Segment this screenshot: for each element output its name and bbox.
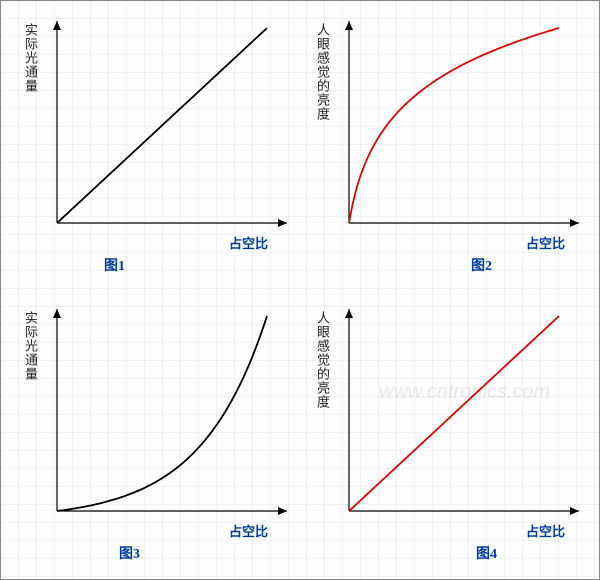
chart-2: 人眼感觉的亮度 占空比 图2 (311, 13, 591, 273)
chart-4: 人眼感觉的亮度 占空比 图4 (311, 301, 591, 561)
x-axis-label: 占空比 (229, 233, 268, 252)
chart-caption: 图1 (104, 255, 125, 275)
x-axis-label: 占空比 (526, 521, 565, 540)
chart-caption: 图2 (471, 255, 492, 275)
chart-1: 实际光通量 占空比 图1 (19, 13, 299, 273)
watermark-text: www.cntronics.com (379, 381, 550, 404)
chart-caption: 图3 (119, 543, 140, 563)
x-axis-label: 占空比 (526, 233, 565, 252)
chart-3: 实际光通量 占空比 图3 (19, 301, 299, 561)
x-axis-label: 占空比 (229, 521, 268, 540)
chart-caption: 图4 (476, 543, 497, 563)
